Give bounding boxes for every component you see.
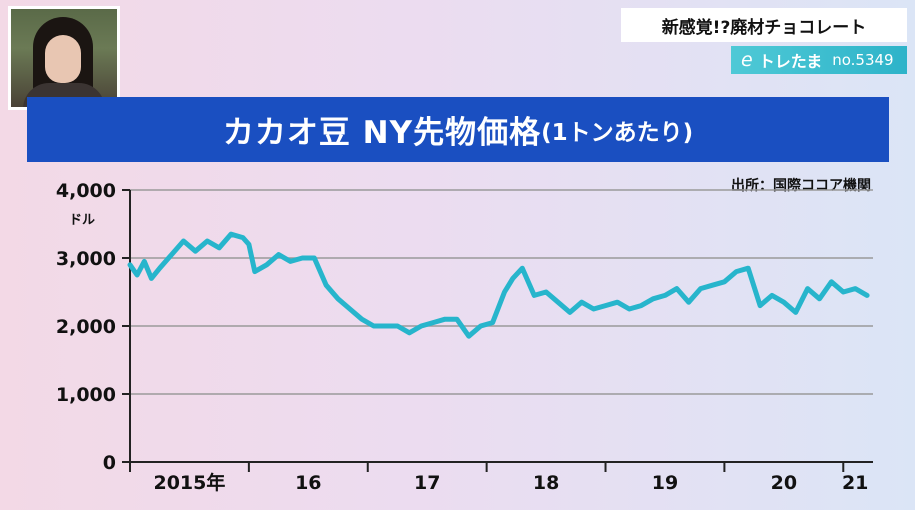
x-tick-label: 20 bbox=[771, 472, 797, 494]
x-tick-label: 16 bbox=[295, 472, 321, 494]
grid-lines bbox=[130, 189, 873, 395]
chart-subtitle: (1トンあたり) bbox=[541, 119, 694, 146]
x-tick-label: 18 bbox=[533, 472, 559, 494]
series-logo-icon: e bbox=[741, 49, 753, 71]
y-axis-unit-label: ドル bbox=[69, 213, 96, 228]
x-tick-label: 21 bbox=[842, 472, 868, 494]
x-axis-ticks: 2015年 16 17 18 19 20 21 bbox=[129, 462, 868, 494]
y-tick-label: 1,000 bbox=[56, 384, 116, 406]
x-tick-label: 19 bbox=[652, 472, 678, 494]
series-number: no.5349 bbox=[832, 51, 894, 69]
y-tick-label: 2,000 bbox=[56, 316, 116, 338]
y-tick-label: 0 bbox=[103, 452, 116, 474]
y-tick-label: 3,000 bbox=[56, 248, 116, 270]
y-axis-ticks: 0 1,000 2,000 3,000 4,000 bbox=[56, 180, 130, 474]
chart-title-bar: カカオ豆 NY先物価格 (1トンあたり) bbox=[27, 97, 889, 162]
topic-label: 新感覚!?廃材チョコレート bbox=[661, 17, 867, 38]
series-name: トレたま bbox=[758, 52, 823, 71]
y-tick-label: 4,000 bbox=[56, 180, 116, 202]
x-tick-label: 17 bbox=[414, 472, 440, 494]
plot-area bbox=[127, 231, 870, 339]
x-tick-label: 2015年 bbox=[153, 471, 225, 494]
anchor-face bbox=[45, 35, 81, 83]
chart-title: カカオ豆 NY先物価格 bbox=[222, 115, 542, 151]
topic-tag: 新感覚!?廃材チョコレート bbox=[621, 8, 907, 42]
series-tag: e トレたま no.5349 bbox=[731, 46, 907, 74]
price-series-line bbox=[127, 231, 870, 339]
